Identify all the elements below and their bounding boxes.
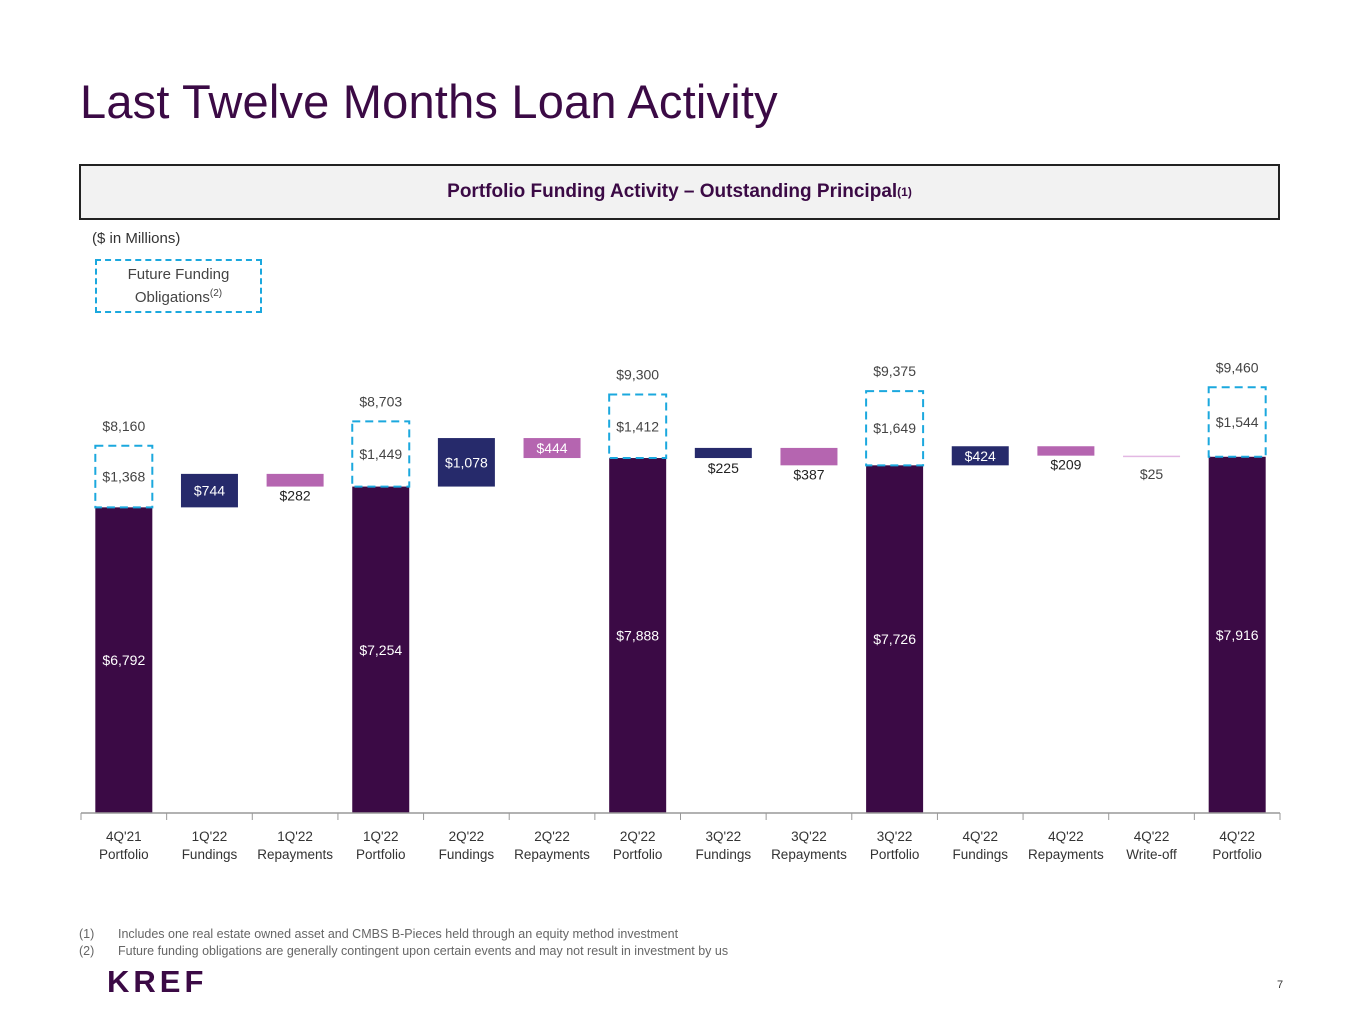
future-funding-box [608,393,668,460]
x-tick-label: 4Q'21 [106,829,142,844]
x-tick-label: Repayments [771,847,847,862]
bar-value-label: $1,078 [445,454,488,470]
future-funding-box [351,420,411,488]
bar-portfolio-10 [866,465,924,813]
chart-banner: Portfolio Funding Activity – Outstanding… [79,164,1280,220]
footnote-text: Includes one real estate owned asset and… [118,927,679,941]
units-label: ($ in Millions) [92,230,181,247]
future-funding-label: $1,412 [616,418,659,434]
bar-value-label: $225 [708,460,739,476]
future-funding-box [865,390,925,467]
bar-value-label: $7,254 [359,642,402,658]
x-tick-label: 1Q'22 [277,829,313,844]
x-tick-label: 4Q'22 [1134,829,1170,844]
bar-portfolio-1 [95,507,153,813]
bar-value-label: $6,792 [102,652,145,668]
bar-fundings-11 [951,446,1009,466]
bar-value-label: $7,888 [616,628,659,644]
page-number: 7 [1277,979,1284,991]
x-tick-label: 1Q'22 [363,829,399,844]
footnote-1: (1) Includes one real estate owned asset… [79,926,728,943]
bar-value-label: $444 [536,440,567,456]
x-tick-label: Portfolio [1212,847,1262,862]
x-tick-label: Fundings [182,847,238,862]
footnotes: (1) Includes one real estate owned asset… [79,926,728,960]
total-label: $8,703 [359,393,402,409]
bar-value-label: $282 [280,488,311,504]
bar-writeoff-13 [1123,455,1181,458]
x-tick-label: 2Q'22 [449,829,485,844]
x-tick-label: 3Q'22 [877,829,913,844]
footnote-number: (2) [79,944,95,958]
chart-title: Portfolio Funding Activity – Outstanding… [447,181,898,202]
x-tick-label: Portfolio [99,847,149,862]
x-tick-label: 4Q'22 [1048,829,1084,844]
future-funding-label: $1,368 [102,469,145,485]
x-tick-label: 2Q'22 [534,829,570,844]
bar-repayments-9 [780,447,838,466]
bar-value-label: $209 [1050,457,1081,473]
bar-value-label: $7,726 [873,631,916,647]
bar-portfolio-7 [609,458,667,813]
bar-portfolio-14 [1208,456,1266,813]
future-funding-box [94,444,154,509]
x-tick-label: Repayments [514,847,590,862]
future-funding-label: $1,544 [1216,414,1259,430]
bar-value-label: $25 [1140,466,1164,482]
total-label: $9,300 [616,367,659,383]
x-tick-label: 4Q'22 [962,829,998,844]
waterfall-chart: $6,792 $1,368 $8,160 $744 $282 $7,254 $1,449 $8… [80,359,1281,862]
legend-label-line2: Obligations [134,289,210,306]
future-funding-label: $1,649 [873,420,916,436]
footnote-2: (2) Future funding obligations are gener… [79,943,728,960]
x-tick-label: Portfolio [870,847,920,862]
bar-value-label: $387 [793,466,824,482]
future-funding-legend: Future Funding Obligations(2) [95,259,262,313]
x-tick-label: Fundings [439,847,495,862]
total-label: $9,375 [873,363,916,379]
total-label: $8,160 [102,418,145,434]
x-tick-label: Portfolio [356,847,406,862]
bar-repayments-3 [266,473,324,487]
legend-footnote-ref: (2) [209,288,223,299]
bar-value-label: $424 [965,448,996,464]
bar-fundings-5 [437,438,495,487]
bar-portfolio-4 [352,486,410,813]
footnote-text: Future funding obligations are generally… [118,944,729,958]
bar-value-label: $744 [194,483,225,499]
x-tick-label: 2Q'22 [620,829,656,844]
bar-repayments-6 [523,438,581,459]
x-tick-label: 4Q'22 [1219,829,1255,844]
total-label: $9,460 [1216,359,1259,375]
x-tick-label: Fundings [696,847,752,862]
x-tick-label: Repayments [1028,847,1104,862]
x-tick-label: Repayments [257,847,333,862]
x-tick-label: 1Q'22 [192,829,228,844]
x-tick-label: 3Q'22 [791,829,827,844]
x-tick-label: Write-off [1126,847,1177,862]
bar-fundings-2 [180,473,238,508]
kref-logo: KREF [107,964,208,999]
future-funding-box [1207,386,1267,458]
bar-repayments-12 [1037,446,1095,456]
page-title: Last Twelve Months Loan Activity [80,75,778,128]
chart-title-footnote-ref: (1) [897,185,912,199]
x-tick-label: Fundings [952,847,1008,862]
bar-value-label: $7,916 [1216,627,1259,643]
x-tick-label: Portfolio [613,847,663,862]
bar-fundings-8 [694,447,752,459]
legend-label-line1: Future Funding [127,266,230,283]
future-funding-label: $1,449 [359,446,402,462]
x-tick-label: 3Q'22 [706,829,742,844]
footnote-number: (1) [79,927,95,941]
